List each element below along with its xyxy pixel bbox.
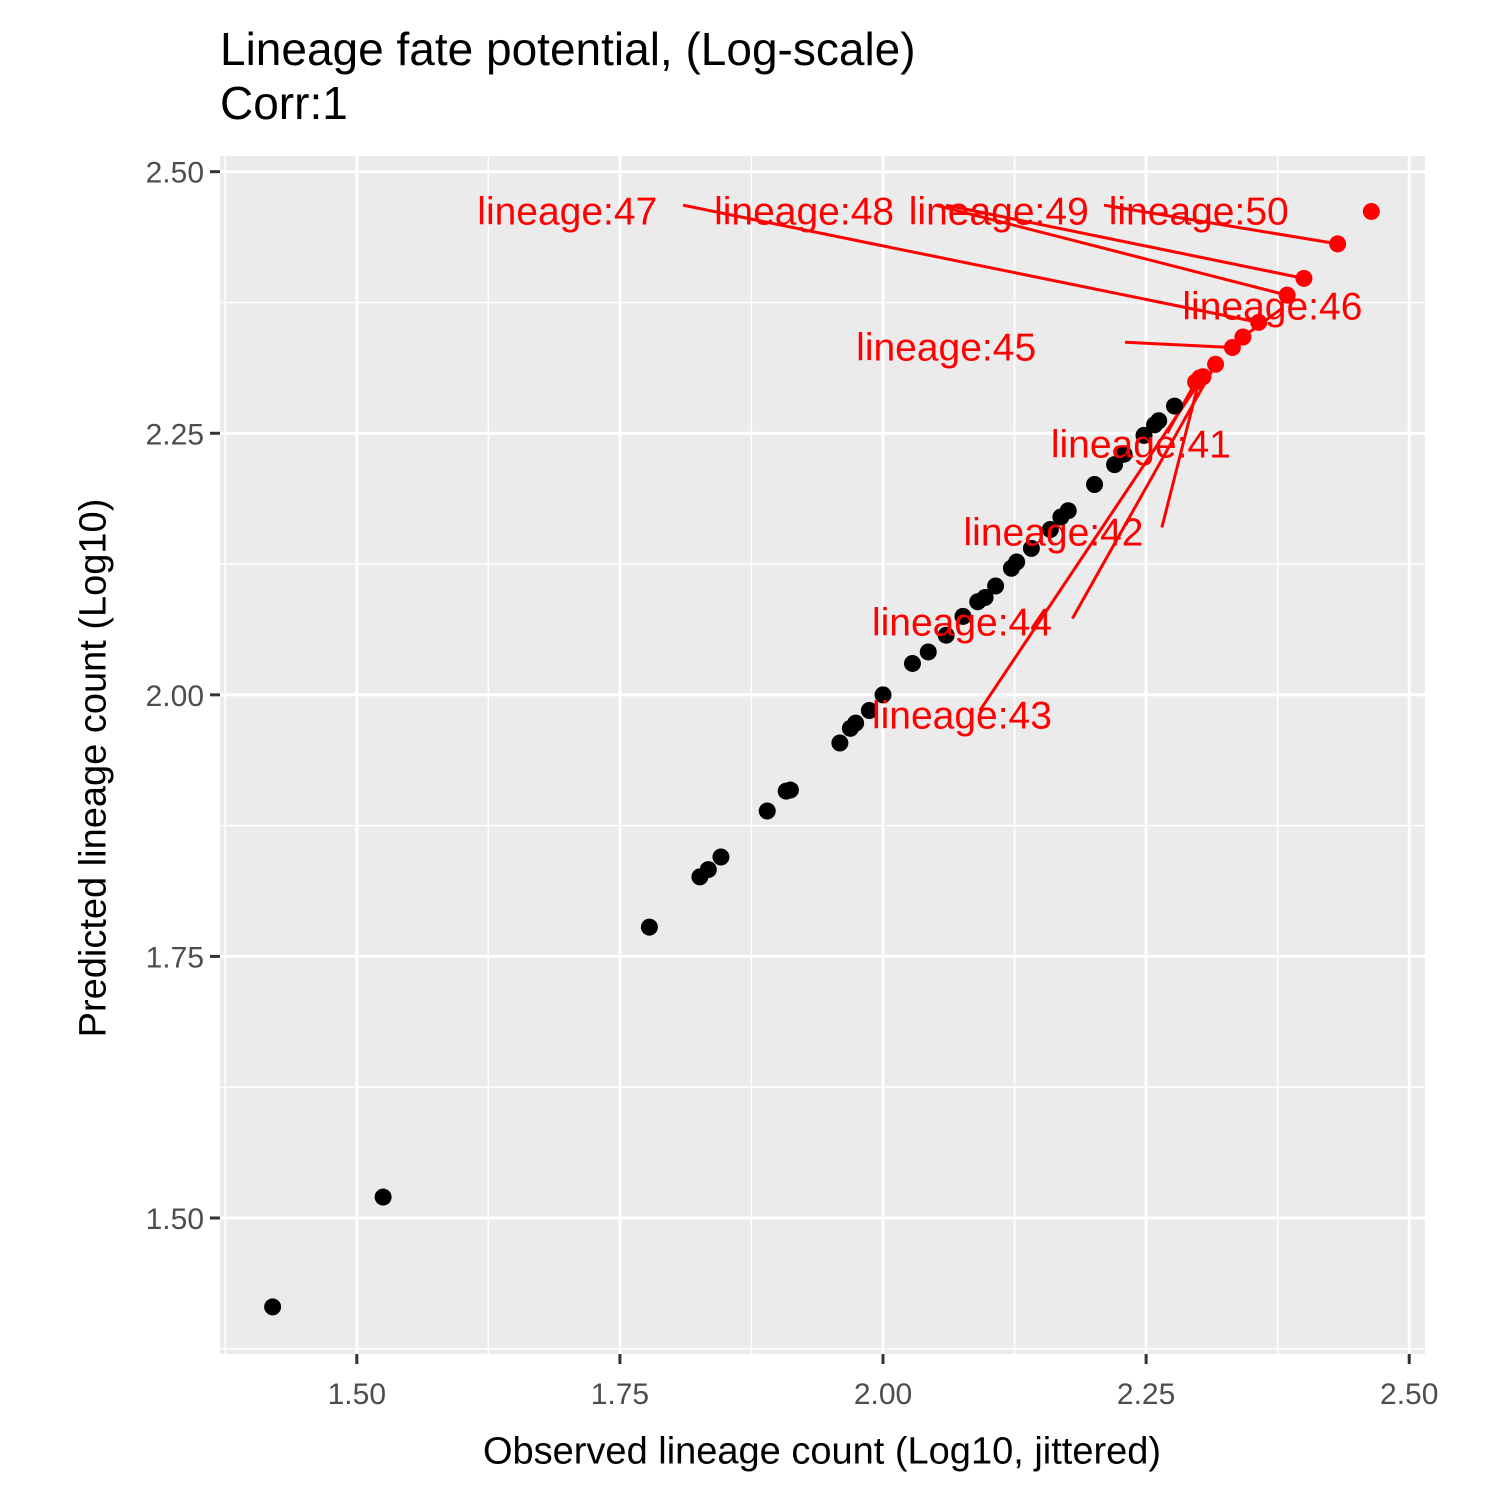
annotation-label: lineage:47 xyxy=(477,190,657,233)
annotation-leader-line xyxy=(978,375,1205,712)
highlight-point xyxy=(1234,328,1252,346)
data-point xyxy=(712,848,730,866)
data-point xyxy=(831,734,849,752)
data-point xyxy=(937,626,955,644)
annotation-leader-line xyxy=(945,203,1305,280)
x-tick-label: 2.50 xyxy=(1380,1378,1438,1411)
data-point xyxy=(1086,476,1104,494)
highlight-point xyxy=(1295,269,1313,287)
annotation-leader-line xyxy=(682,203,1260,324)
data-point xyxy=(1166,397,1184,415)
y-tick-label: 1.75 xyxy=(146,941,204,974)
data-point xyxy=(1135,426,1153,444)
annotation-label: lineage:50 xyxy=(1109,190,1289,233)
annotation-label: lineage:44 xyxy=(872,602,1052,645)
x-tick-label: 2.00 xyxy=(854,1378,912,1411)
data-point xyxy=(847,714,865,732)
annotation-label: lineage:42 xyxy=(964,512,1144,555)
highlight-point xyxy=(1207,355,1225,373)
highlight-point xyxy=(1223,338,1241,356)
chart-title-block: Lineage fate potential, (Log-scale) Corr… xyxy=(220,22,916,130)
x-tick-label: 1.50 xyxy=(328,1378,386,1411)
data-point xyxy=(1041,521,1059,539)
data-point xyxy=(1150,412,1168,430)
data-point xyxy=(860,702,878,720)
data-point xyxy=(781,781,799,799)
annotation-leader-line xyxy=(1103,203,1338,246)
data-point xyxy=(1022,539,1040,557)
highlight-point xyxy=(1362,202,1380,220)
x-tick-label: 2.25 xyxy=(1117,1378,1175,1411)
data-point xyxy=(374,1188,392,1206)
highlight-point xyxy=(1278,286,1296,304)
x-axis-label: Observed lineage count (Log10, jittered) xyxy=(482,1430,1162,1473)
annotation-label: lineage:43 xyxy=(872,695,1052,738)
data-point xyxy=(874,686,892,704)
annotation-label: lineage:46 xyxy=(1182,286,1362,329)
y-tick-label: 2.00 xyxy=(146,680,204,713)
x-tick-label: 1.75 xyxy=(591,1378,649,1411)
data-point xyxy=(919,643,937,661)
data-point xyxy=(264,1298,282,1316)
annotation-leader-line xyxy=(1124,340,1233,349)
data-point xyxy=(1059,502,1077,520)
highlight-point xyxy=(1250,313,1268,331)
annotation-leader-line xyxy=(935,203,1288,297)
highlight-point xyxy=(1329,235,1347,253)
annotation-label: lineage:49 xyxy=(909,190,1089,233)
data-point xyxy=(903,654,921,672)
data-point xyxy=(987,577,1005,595)
annotation-label: lineage:41 xyxy=(1051,424,1231,467)
plot-panel xyxy=(220,156,1425,1354)
chart-title: Lineage fate potential, (Log-scale) xyxy=(220,23,916,75)
y-tick-label: 2.50 xyxy=(146,157,204,190)
y-tick-label: 1.50 xyxy=(146,1203,204,1236)
annotation-label: lineage:48 xyxy=(714,190,894,233)
annotation-label: lineage:45 xyxy=(856,326,1036,369)
data-point xyxy=(1115,445,1133,463)
data-point xyxy=(758,802,776,820)
y-tick-label: 2.25 xyxy=(146,418,204,451)
data-point xyxy=(976,589,994,607)
data-point xyxy=(640,918,658,936)
data-point xyxy=(1008,553,1026,571)
data-point xyxy=(699,861,717,879)
data-point xyxy=(954,607,972,625)
annotation-leader-line xyxy=(1071,363,1217,620)
chart-subtitle: Corr:1 xyxy=(220,77,348,129)
y-axis-label: Predicted lineage count (Log10) xyxy=(72,498,115,1038)
highlight-point xyxy=(1194,368,1212,386)
